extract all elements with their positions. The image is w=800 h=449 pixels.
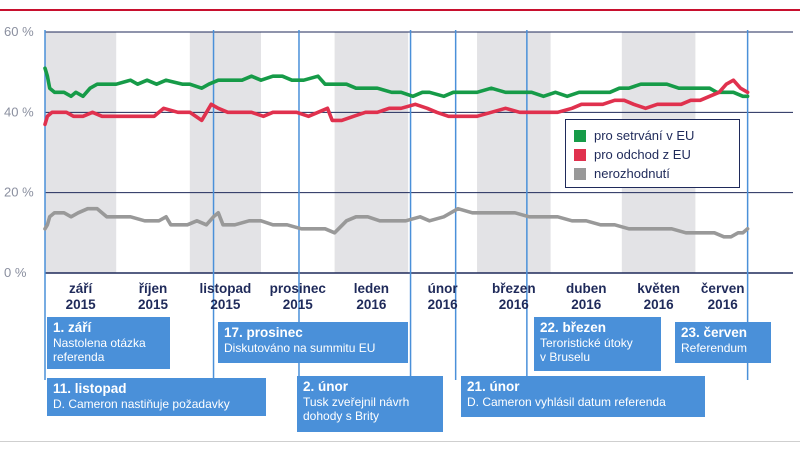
x-year-label: 2015 bbox=[210, 297, 241, 312]
y-tick-label: 20 % bbox=[4, 185, 34, 200]
x-year-label: 2015 bbox=[283, 297, 314, 312]
x-month-label: listopad bbox=[200, 281, 252, 296]
month-band bbox=[334, 32, 409, 273]
annotation-text: Teroristické útoky v Bruselu bbox=[540, 336, 633, 364]
top-border bbox=[0, 9, 800, 11]
annotation-title: 2. únor bbox=[303, 379, 349, 394]
series-lines bbox=[43, 66, 750, 239]
y-tick-label: 0 % bbox=[4, 265, 27, 280]
legend-swatch-remain bbox=[574, 129, 586, 142]
legend: pro setrvání v EU pro odchod z EU nerozh… bbox=[565, 119, 740, 188]
x-month-label: květen bbox=[637, 281, 680, 296]
x-month-label: únor bbox=[428, 281, 459, 296]
x-year-label: 2016 bbox=[708, 297, 739, 312]
annotation-22-brezen: 22. březen Teroristické útoky v Bruselu bbox=[534, 317, 661, 371]
x-month-label: duben bbox=[566, 281, 607, 296]
y-tick-label: 40 % bbox=[4, 104, 34, 119]
legend-item-undecided: nerozhodnutí bbox=[574, 164, 731, 183]
annotation-title: 11. listopad bbox=[53, 381, 127, 396]
y-axis-labels: 0 % 20 % 40 % 60 % bbox=[4, 24, 34, 280]
annotation-11-listopad: 11. listopad D. Cameron nastiňuje požada… bbox=[47, 378, 266, 416]
annotation-text: Nastolena otázka referenda bbox=[53, 336, 146, 364]
annotation-text: D. Cameron vyhlásil datum referenda bbox=[467, 395, 666, 409]
y-tick-label: 60 % bbox=[4, 24, 34, 39]
annotation-2-unor: 2. únor Tusk zveřejnil návrh dohody s Br… bbox=[297, 376, 443, 432]
annotation-1-zari: 1. září Nastolena otázka referenda bbox=[47, 317, 170, 369]
annotation-text: Tusk zveřejnil návrh dohody s Brity bbox=[303, 395, 410, 423]
month-band bbox=[45, 32, 117, 273]
x-year-label: 2015 bbox=[66, 297, 97, 312]
legend-swatch-undecided bbox=[574, 167, 586, 180]
legend-swatch-leave bbox=[574, 148, 586, 161]
legend-label-undecided: nerozhodnutí bbox=[594, 166, 670, 181]
x-year-label: 2016 bbox=[571, 297, 602, 312]
x-month-label: leden bbox=[354, 281, 389, 296]
x-year-label: 2015 bbox=[138, 297, 169, 312]
bottom-border bbox=[0, 441, 800, 442]
series-line bbox=[43, 206, 750, 239]
annotation-text: D. Cameron nastiňuje požadavky bbox=[53, 397, 230, 411]
month-bands bbox=[45, 32, 696, 273]
legend-label-leave: pro odchod z EU bbox=[594, 147, 691, 162]
annotation-title: 22. březen bbox=[540, 320, 607, 335]
legend-item-leave: pro odchod z EU bbox=[574, 145, 731, 164]
x-month-label: září bbox=[69, 281, 94, 296]
month-band bbox=[477, 32, 551, 273]
annotation-21-unor: 21. únor D. Cameron vyhlásil datum refer… bbox=[461, 376, 705, 417]
x-month-label: červen bbox=[701, 281, 745, 296]
annotation-title: 1. září bbox=[53, 320, 92, 335]
x-axis-labels: září2015říjen2015listopad2015prosinec201… bbox=[66, 281, 745, 312]
x-month-label: prosinec bbox=[270, 281, 327, 296]
x-year-label: 2016 bbox=[428, 297, 459, 312]
x-month-label: březen bbox=[492, 281, 536, 296]
event-lines bbox=[44, 30, 749, 380]
annotation-title: 23. červen bbox=[681, 325, 748, 340]
annotation-title: 17. prosinec bbox=[224, 325, 303, 340]
month-band bbox=[189, 32, 262, 273]
legend-item-remain: pro setrvání v EU bbox=[574, 126, 731, 145]
annotation-text: Diskutováno na summitu EU bbox=[224, 341, 376, 355]
x-year-label: 2016 bbox=[644, 297, 675, 312]
series-line bbox=[43, 78, 750, 127]
x-year-label: 2016 bbox=[499, 297, 530, 312]
x-year-label: 2016 bbox=[356, 297, 387, 312]
annotation-title: 21. únor bbox=[467, 379, 520, 394]
annotation-text: Referendum bbox=[681, 341, 748, 355]
series-line bbox=[43, 66, 750, 99]
x-month-label: říjen bbox=[139, 281, 168, 296]
gridlines bbox=[45, 31, 793, 274]
annotation-23-cerven: 23. červen Referendum bbox=[675, 322, 771, 363]
annotation-17-prosinec: 17. prosinec Diskutováno na summitu EU bbox=[218, 322, 408, 363]
legend-label-remain: pro setrvání v EU bbox=[594, 128, 695, 143]
